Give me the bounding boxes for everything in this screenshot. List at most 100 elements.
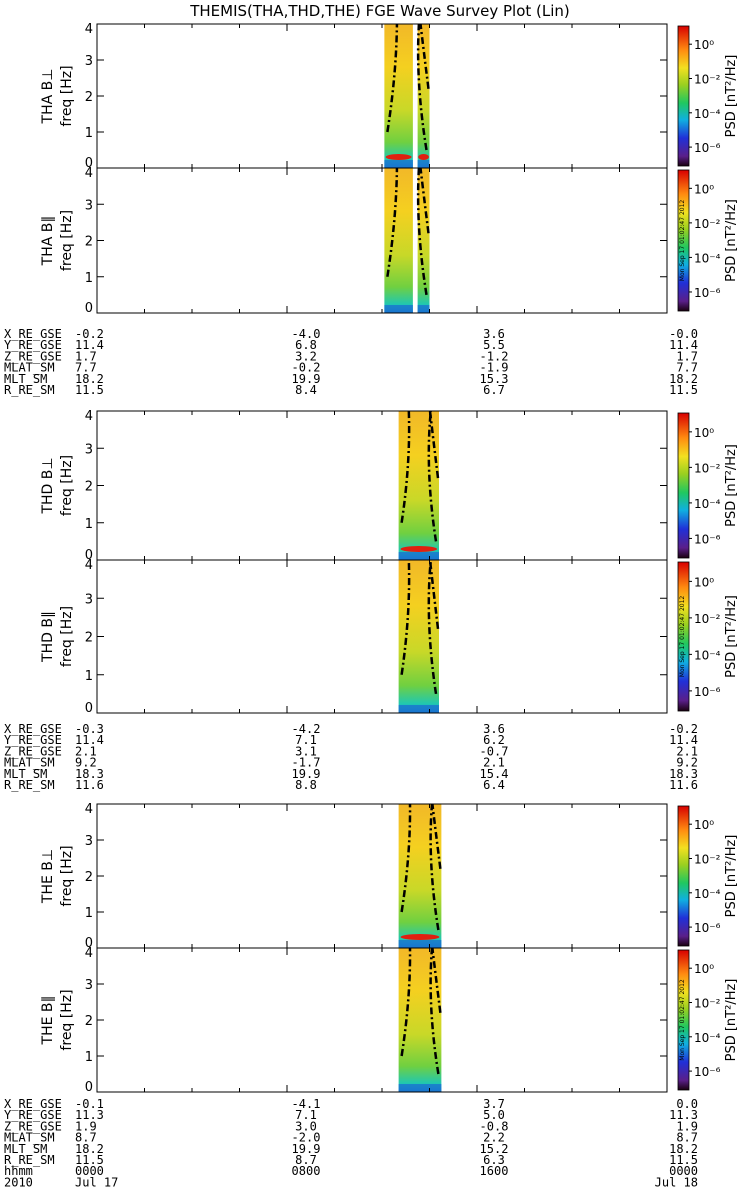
colorbar-label: PSD [nT²/Hz] [724, 444, 739, 527]
ephemeris-row-label: R_RE_SM [4, 1153, 55, 1167]
y-tick-label: 2 [85, 870, 93, 885]
ephemeris-value: 3.6 [483, 327, 505, 341]
y-tick-label: 3 [85, 198, 93, 213]
ephemeris-value: 6.3 [483, 1153, 505, 1167]
spectrogram-lowband-0 [384, 305, 413, 313]
ephemeris-row-label: Y_RE_GSE [4, 338, 62, 352]
y-axis-unit-label: freq [Hz] [59, 210, 75, 271]
y-tick-label: 0 [85, 156, 93, 171]
model-curve-right-outer [428, 410, 440, 479]
ephemeris-value: -1.2 [480, 349, 509, 363]
y-axis-panel-label: THA B⊥ [40, 69, 56, 125]
ephemeris-value: 19.9 [292, 767, 321, 781]
timestamp-stamp: Mon Sep 17 01:02:47 2012 [679, 200, 686, 282]
y-tick-label: 0 [85, 701, 93, 716]
ephemeris-value: -4.0 [292, 327, 321, 341]
colorbar-tick-label: 10⁰ [694, 38, 714, 52]
plot-frame [96, 947, 668, 1093]
ephemeris-table-1: X_RE_GSE -0.3 -4.2 3.6 -0.2 Y_RE_GSE 11.4 7.1 6.… [4, 722, 698, 792]
ephemeris-value: -0.8 [480, 1119, 509, 1133]
ephemeris-value: -4.1 [292, 1097, 321, 1111]
spectrogram-hotspot-0 [400, 546, 438, 552]
spectrogram-lowband-0 [398, 940, 442, 948]
ephemeris-value: 11.6 [75, 778, 104, 792]
ephemeris-value: 6.8 [295, 338, 317, 352]
ephemeris-value: 8.7 [75, 1131, 97, 1145]
ephemeris-row-label: Y_RE_GSE [4, 733, 62, 747]
model-curve-right-outer [431, 803, 442, 869]
ephemeris-value: 7.1 [295, 1108, 317, 1122]
model-curve-left [400, 947, 412, 1057]
model-curve-left [400, 803, 412, 913]
timestamp-stamp: Mon Sep 17 01:02:47 2012 [679, 979, 686, 1061]
ephemeris-value: Jul 18 [655, 1175, 698, 1189]
colorbar-tick-label: 10⁻² [694, 461, 721, 475]
ephemeris-table-2: X_RE_GSE -0.1 -4.1 3.7 0.0 Y_RE_GSE 11.3 7.1 5.0… [4, 1097, 698, 1189]
y-tick-label: 0 [85, 1080, 93, 1095]
colorbar-tick-label: 10⁰ [694, 818, 714, 832]
ephemeris-value: 11.4 [75, 733, 104, 747]
ephemeris-value: 3.6 [483, 722, 505, 736]
plot-frame [96, 803, 668, 949]
ephemeris-value: 7.1 [295, 733, 317, 747]
ephemeris-value: 6.4 [483, 778, 505, 792]
y-axis-unit-label: freq [Hz] [59, 845, 75, 906]
spectrogram-block-0 [398, 948, 442, 1092]
colorbar-tick-label: 10⁻⁶ [694, 685, 721, 699]
y-tick-label: 1 [85, 669, 93, 684]
ephemeris-row-label: Z_RE_GSE [4, 1119, 62, 1133]
model-curve-right [416, 167, 428, 296]
spectrogram-block-0 [384, 168, 413, 313]
timestamp-stamp: Mon Sep 17 01:02:47 2012 [679, 596, 686, 678]
ephemeris-value: 15.4 [480, 767, 509, 781]
ephemeris-value: -0.2 [669, 722, 698, 736]
ephemeris-value: 0000 [75, 1164, 104, 1178]
ephemeris-value: 18.3 [75, 767, 104, 781]
ephemeris-table-0: X_RE_GSE -0.2 -4.0 3.6 -0.0 Y_RE_GSE 11.4 6.8 5.… [4, 327, 698, 397]
colorbar-tick-label: 10⁻⁴ [694, 107, 721, 121]
y-tick-label: 3 [85, 978, 93, 993]
colorbar-tick-label: 10⁻² [694, 997, 721, 1011]
ephemeris-value: 11.6 [669, 778, 698, 792]
ephemeris-value: 3.2 [295, 349, 317, 363]
ephemeris-value: 18.2 [75, 1142, 104, 1156]
ephemeris-value: 11.3 [75, 1108, 104, 1122]
ephemeris-value: 11.5 [75, 1153, 104, 1167]
spectrogram-block-1 [417, 24, 430, 168]
colorbar-label: PSD [nT²/Hz] [724, 55, 739, 138]
ephemeris-value: 15.3 [480, 372, 509, 386]
colorbar [677, 25, 690, 167]
ephemeris-value: -0.1 [75, 1097, 104, 1111]
y-tick-label: 2 [85, 631, 93, 646]
ephemeris-row-label: MLAT_SM [4, 756, 55, 770]
ephemeris-value: -4.2 [292, 722, 321, 736]
colorbar-tick-label: 10⁻⁴ [694, 251, 721, 265]
ephemeris-value: 2.1 [75, 744, 97, 758]
y-tick-label: 1 [85, 271, 93, 286]
ephemeris-value: 18.3 [669, 767, 698, 781]
y-tick-label: 2 [85, 1014, 93, 1029]
ephemeris-row-label: Y_RE_GSE [4, 1108, 62, 1122]
colorbar-tick-label: 10⁰ [694, 962, 714, 976]
y-tick-label: 4 [85, 22, 93, 37]
y-tick-label: 1 [85, 906, 93, 921]
y-axis-unit-label: freq [Hz] [59, 455, 75, 516]
ephemeris-value: 11.5 [669, 1153, 698, 1167]
ephemeris-row-label: X_RE_GSE [4, 1097, 62, 1111]
y-tick-label: 0 [85, 301, 93, 316]
ephemeris-value: -0.3 [75, 722, 104, 736]
model-curve-right [429, 803, 440, 931]
model-curve-left [386, 23, 399, 133]
spectrogram-block-0 [398, 411, 439, 560]
ephemeris-value: 0.0 [676, 1097, 698, 1111]
ephemeris-row-label: MLT_SM [4, 372, 47, 386]
ephemeris-value: 8.8 [295, 778, 317, 792]
ephemeris-value: 1.7 [75, 349, 97, 363]
colorbar-tick-label: 10⁻² [694, 73, 721, 87]
